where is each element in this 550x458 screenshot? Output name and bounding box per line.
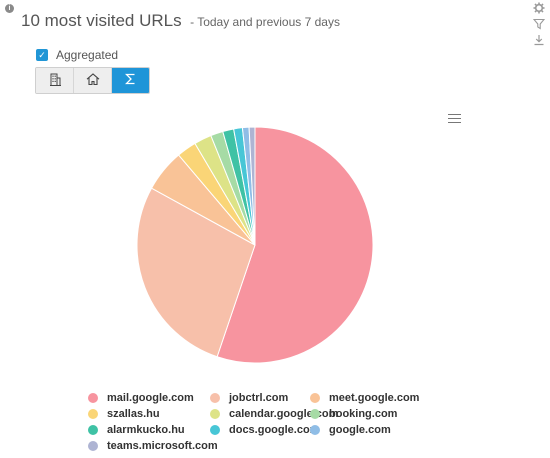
pie-slice-mail-google-com[interactable] <box>216 126 374 364</box>
legend-label: alarmkucko.hu <box>107 424 185 436</box>
legend-label: meet.google.com <box>329 392 420 404</box>
legend-item[interactable]: meet.google.com <box>310 392 422 404</box>
aggregated-label: Aggregated <box>56 48 119 62</box>
aggregate-view-button[interactable] <box>112 68 149 93</box>
legend-item[interactable]: szallas.hu <box>88 408 210 420</box>
widget-title: 10 most visited URLs <box>21 11 182 30</box>
legend-item[interactable]: booking.com <box>310 408 422 420</box>
legend-marker <box>310 409 320 419</box>
legend-label: mail.google.com <box>107 392 194 404</box>
widget-subtitle: - Today and previous 7 days <box>190 15 340 29</box>
sigma-icon <box>124 73 136 88</box>
legend-label: docs.google.com <box>229 424 320 436</box>
legend-row: szallas.hu calendar.google.com booking.com <box>88 406 422 422</box>
aggregated-toggle[interactable]: ✓ Aggregated <box>36 48 118 62</box>
legend-marker <box>88 393 98 403</box>
legend-item[interactable]: google.com <box>310 424 422 436</box>
info-icon[interactable]: i <box>5 4 14 13</box>
legend-row: teams.microsoft.com <box>88 438 422 454</box>
legend-marker <box>210 393 220 403</box>
legend-label: szallas.hu <box>107 408 160 420</box>
legend-item[interactable]: calendar.google.com <box>210 408 338 420</box>
chart-legend: mail.google.com jobctrl.com meet.google.co… <box>88 390 422 454</box>
legend-row: mail.google.com jobctrl.com meet.google.co… <box>88 390 422 406</box>
aggregated-checkbox[interactable]: ✓ <box>36 49 48 61</box>
legend-item[interactable]: teams.microsoft.com <box>88 440 218 452</box>
pie-slice-jobctrl-com[interactable] <box>136 187 256 358</box>
legend-marker <box>310 425 320 435</box>
gear-icon[interactable] <box>532 2 546 16</box>
legend-marker <box>88 425 98 435</box>
home-icon <box>86 73 100 88</box>
legend-marker <box>88 409 98 419</box>
legend-label: google.com <box>329 424 391 436</box>
filter-icon[interactable] <box>532 18 546 32</box>
building-view-button[interactable] <box>36 68 74 93</box>
home-view-button[interactable] <box>74 68 112 93</box>
legend-marker <box>210 425 220 435</box>
download-icon[interactable] <box>532 34 546 48</box>
legend-label: booking.com <box>329 408 398 420</box>
legend-marker <box>210 409 220 419</box>
legend-marker <box>88 441 98 451</box>
building-icon <box>49 73 61 89</box>
pie-slice-teams-microsoft-com[interactable] <box>248 126 256 246</box>
legend-label: jobctrl.com <box>229 392 289 404</box>
legend-item[interactable]: mail.google.com <box>88 392 210 404</box>
widget-toolbar <box>532 2 546 50</box>
legend-item[interactable]: alarmkucko.hu <box>88 424 210 436</box>
legend-row: alarmkucko.hu docs.google.com google.com <box>88 422 422 438</box>
legend-item[interactable]: docs.google.com <box>210 424 319 436</box>
chart-menu-icon[interactable] <box>448 114 461 126</box>
widget-header: 10 most visited URLs - Today and previou… <box>21 11 340 31</box>
legend-label: teams.microsoft.com <box>107 440 218 452</box>
legend-marker <box>310 393 320 403</box>
legend-item[interactable]: jobctrl.com <box>210 392 310 404</box>
view-mode-button-group <box>35 67 150 94</box>
